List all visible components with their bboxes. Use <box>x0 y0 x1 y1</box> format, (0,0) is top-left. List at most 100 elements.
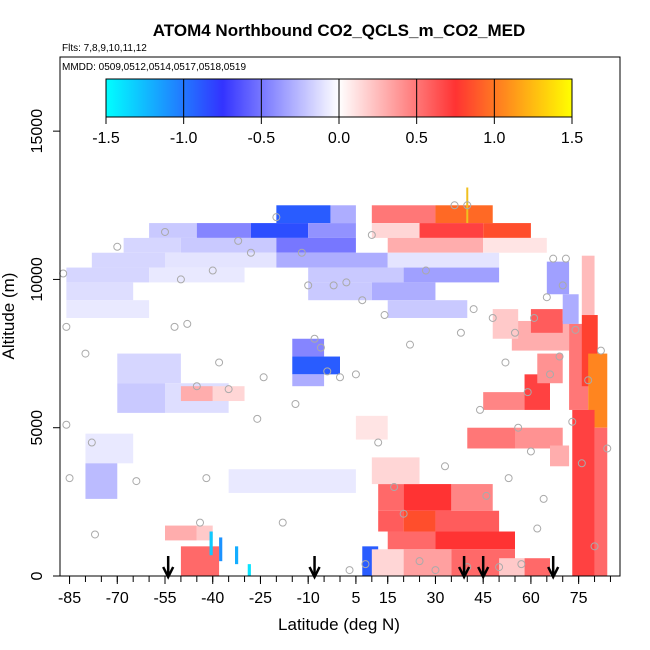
colorbar: -1.5 -1.0 -0.5 0.0 0.5 1.0 1.5 <box>92 78 583 147</box>
sample-point <box>161 227 169 236</box>
heatmap-cell <box>594 427 608 576</box>
sample-point <box>399 509 408 518</box>
sample-point <box>577 459 586 468</box>
x-tick-label: 30 <box>427 590 445 607</box>
x-tick-label: -70 <box>106 590 129 607</box>
sample-point <box>361 560 370 569</box>
heatmap-cell <box>228 469 356 493</box>
sample-point <box>406 340 414 349</box>
heatmap-cell <box>180 237 277 253</box>
heatmap-cell <box>419 223 484 238</box>
sample-point <box>87 438 96 447</box>
sample-point <box>501 358 510 367</box>
sample-point <box>62 322 71 331</box>
heatmap-cell <box>403 549 452 576</box>
heatmap-cell <box>467 427 515 449</box>
sample-point <box>336 373 344 382</box>
x-tick-label: -25 <box>249 590 272 607</box>
heatmap-cell <box>492 309 519 339</box>
colorbar-tick-label: 0.5 <box>406 130 428 147</box>
heatmap-cell <box>180 546 220 576</box>
sample-point <box>81 349 90 358</box>
heatmap-cell <box>371 549 404 576</box>
heatmap-cell <box>546 261 570 295</box>
y-axis-label: Altitude (m) <box>0 273 18 360</box>
sample-point <box>523 388 532 397</box>
heatmap-cell <box>292 374 325 387</box>
sample-point <box>431 566 440 575</box>
sample-point <box>297 248 306 257</box>
sample-point <box>450 201 459 210</box>
heatmap-cell <box>196 223 251 238</box>
dates-note: MMDD: 0509,0512,0514,0517,0518,0519 <box>62 62 246 73</box>
heatmap-cell <box>123 237 181 253</box>
heatmap-cell <box>537 353 563 384</box>
heatmap-cell <box>165 525 197 541</box>
heatmap-cell <box>85 463 118 499</box>
sample-point <box>246 248 255 257</box>
y-tick-label: 15000 <box>29 109 46 154</box>
sample-point <box>310 334 319 343</box>
heatmap-cell <box>562 294 579 324</box>
sample-point <box>224 385 233 394</box>
heatmap-cell <box>371 223 420 238</box>
sample-point <box>476 405 484 414</box>
heatmap-cell <box>451 484 493 511</box>
heatmap-cell <box>403 267 500 283</box>
sample-point <box>526 447 535 456</box>
heatmap-cell <box>91 252 165 268</box>
heatmap-cell <box>435 205 493 224</box>
flights-subtitle: Flts: 7,8,9,10,11,12 <box>62 43 147 54</box>
sample-point <box>561 254 570 263</box>
heatmap-cell <box>572 409 595 576</box>
sample-point <box>183 319 192 328</box>
x-axis-label: Latitude (deg N) <box>278 615 400 634</box>
flight-arrow-head <box>308 566 321 580</box>
x-tick-label: 15 <box>379 590 397 607</box>
heatmap-cell <box>524 558 550 576</box>
sample-point <box>517 560 526 569</box>
x-tick-label: -10 <box>297 590 320 607</box>
heatmap-cell <box>292 338 325 357</box>
colorbar-ticks: -1.5 -1.0 -0.5 0.0 0.5 1.0 1.5 <box>92 79 583 147</box>
heatmap-cell <box>330 205 356 224</box>
sample-point <box>351 370 360 379</box>
sample-point <box>558 281 567 290</box>
sample-point <box>549 254 558 263</box>
heatmap-cell <box>387 300 468 318</box>
sample-point <box>345 566 354 575</box>
sample-point <box>390 483 399 492</box>
heatmap-cell <box>180 386 213 402</box>
sample-point <box>421 266 430 275</box>
sample-point <box>530 313 539 322</box>
sample-point <box>272 213 281 222</box>
sample-point <box>584 376 593 385</box>
heatmap-cell <box>308 267 404 283</box>
sample-point <box>196 518 204 527</box>
y-tick-label: 0 <box>29 571 46 580</box>
sample-point <box>329 281 338 290</box>
heatmap-cell <box>117 383 165 413</box>
sample-point <box>132 477 141 486</box>
sample-point <box>202 474 211 483</box>
x-tick-label: -40 <box>201 590 224 607</box>
heatmap-cell <box>212 386 245 402</box>
heatmap-cell <box>387 252 500 268</box>
heatmap-cell <box>588 353 608 428</box>
heatmap-cell <box>550 445 570 467</box>
heatmap-cell <box>276 205 331 224</box>
colorbar-tick-label: -0.5 <box>248 130 276 147</box>
heatmap-cell <box>117 353 181 384</box>
heatmap-cell <box>387 531 436 550</box>
heatmap-cell <box>435 510 500 532</box>
sample-point <box>192 382 201 391</box>
heatmap-cell <box>308 282 372 301</box>
heatmap-cell <box>483 223 531 238</box>
sample-point <box>316 343 325 352</box>
sample-point <box>533 524 542 533</box>
heatmap-cell <box>371 282 436 301</box>
error-marker <box>463 187 472 224</box>
sample-point <box>482 491 491 500</box>
sample-point <box>62 420 71 429</box>
